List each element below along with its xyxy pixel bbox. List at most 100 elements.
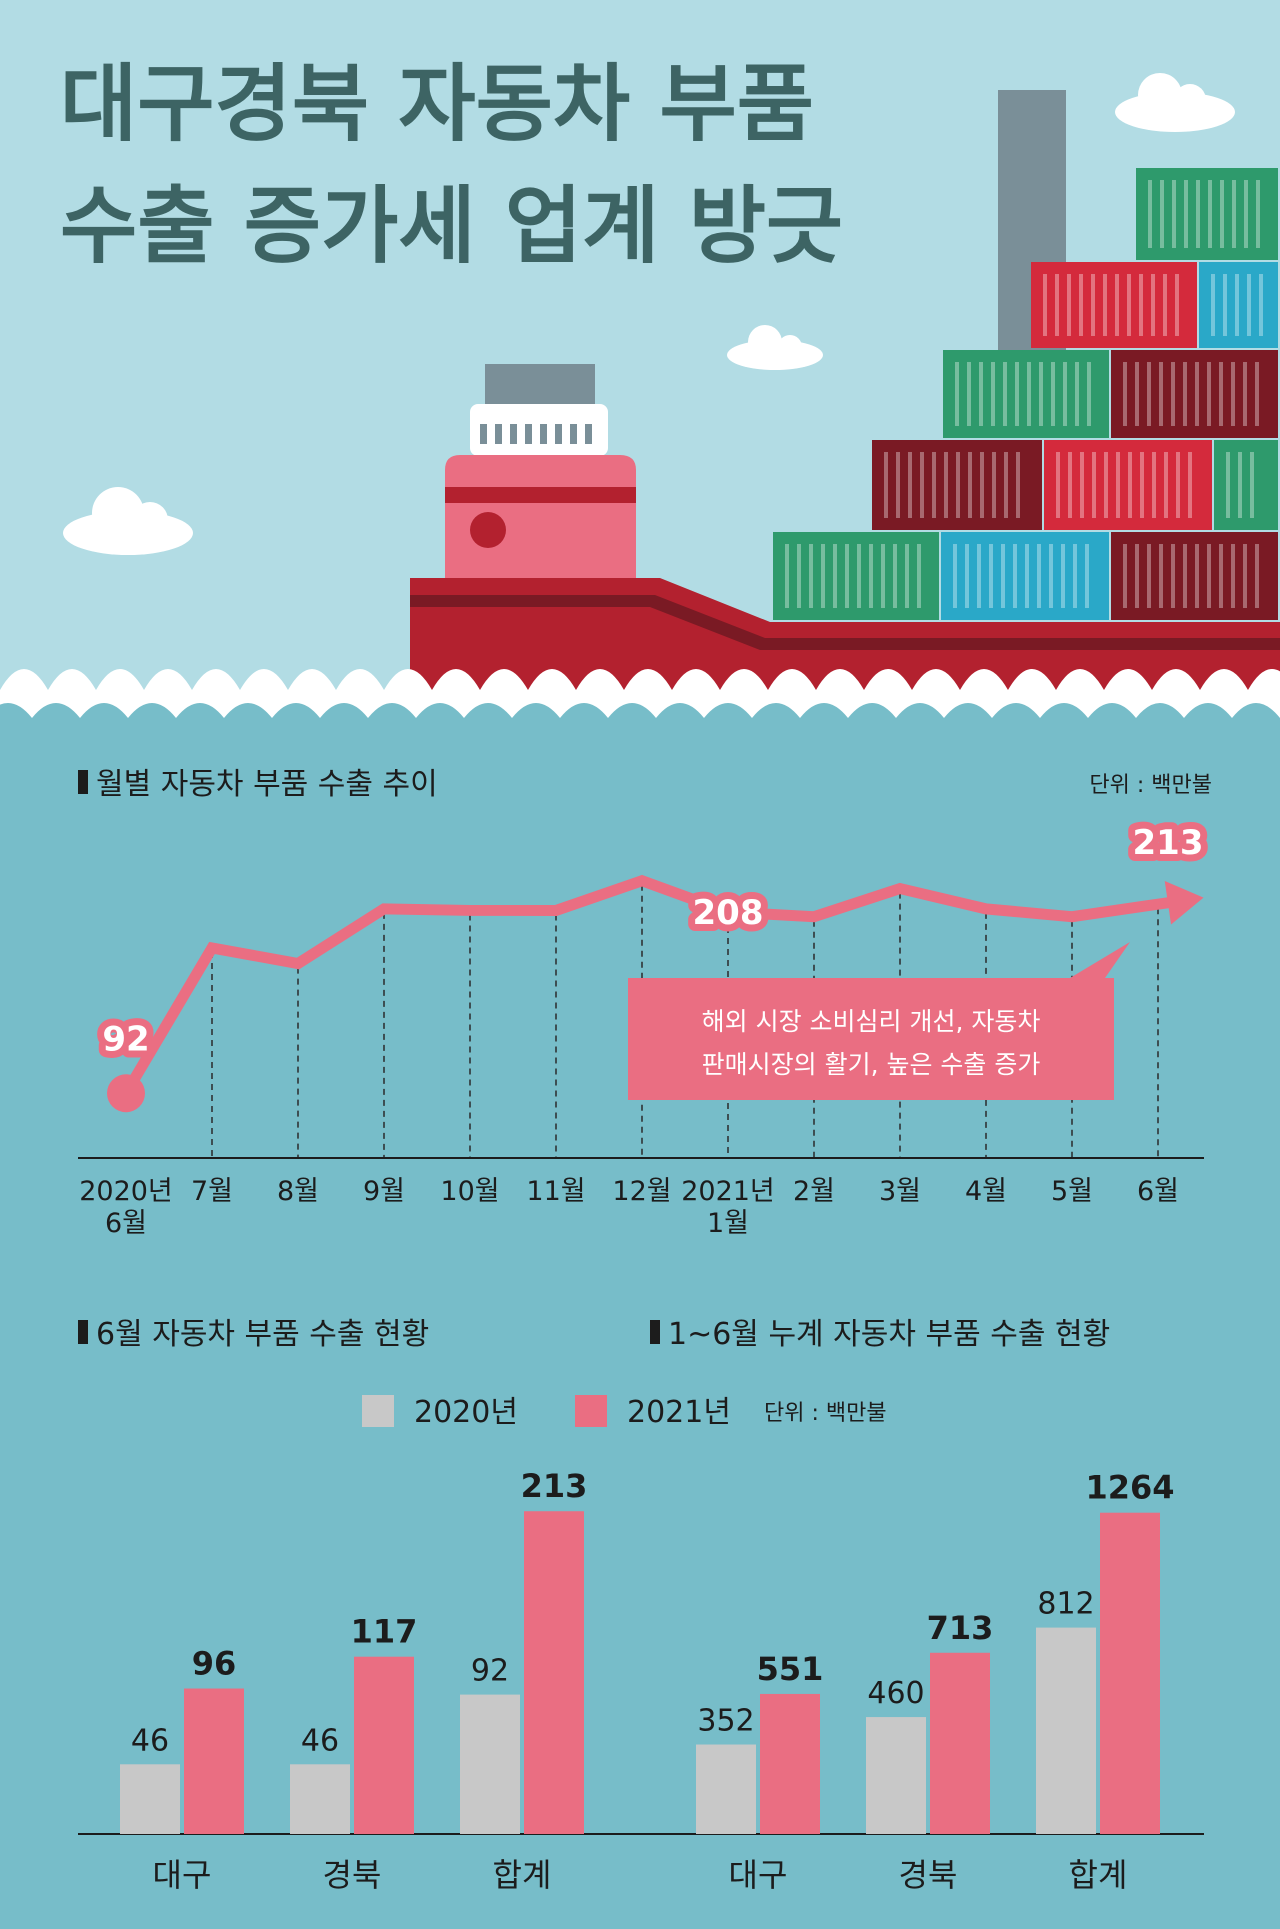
ship-hull [410, 578, 1280, 700]
bar-value-label: 713 [927, 1609, 994, 1647]
cloud-icon [727, 325, 823, 370]
data-label: 92 [102, 1019, 149, 1059]
legend-swatch-2021 [575, 1395, 607, 1427]
x-tick-label: 2021년 [681, 1176, 775, 1207]
x-tick-label: 11월 [526, 1176, 585, 1207]
shipping-container [1031, 262, 1197, 348]
shipping-container [943, 350, 1109, 438]
bar [1036, 1627, 1096, 1834]
legend-label-2021: 2021년 [627, 1395, 731, 1430]
bar [354, 1656, 414, 1834]
bar [524, 1511, 584, 1834]
annotation-line-1: 해외 시장 소비심리 개선, 자동차 [702, 1007, 1041, 1036]
x-tick-label: 2020년 [79, 1176, 173, 1207]
cloud-icon [63, 487, 193, 555]
shipping-container [1214, 440, 1278, 530]
x-tick-label: 7월 [191, 1176, 233, 1207]
bar [930, 1652, 990, 1834]
data-point [297, 962, 299, 965]
x-tick-label: 10월 [440, 1176, 499, 1207]
data-point [469, 909, 471, 912]
x-tick-label: 4월 [965, 1176, 1007, 1207]
legend-unit: 단위 : 백만불 [764, 1401, 887, 1426]
bar-value-label: 352 [697, 1704, 754, 1739]
category-label: 대구 [729, 1856, 788, 1894]
wave-border [0, 669, 1280, 718]
category-label: 합계 [493, 1856, 552, 1894]
x-tick-label: 6월 [105, 1208, 147, 1239]
cloud-icon [1115, 73, 1235, 132]
bar-value-label: 46 [131, 1723, 169, 1758]
container-stack [773, 168, 1278, 620]
x-tick-label: 1월 [707, 1208, 749, 1239]
title-line-2: 수출 증가세 업계 방긋 [60, 177, 843, 275]
bar-chart-2-title: 1~6월 누계 자동차 부품 수출 현황 [668, 1317, 1110, 1352]
annotation-box: 해외 시장 소비심리 개선, 자동차 판매시장의 활기, 높은 수출 증가 [628, 942, 1130, 1100]
data-point [107, 1074, 145, 1113]
bar [760, 1693, 820, 1834]
ship-bridge [445, 364, 636, 580]
data-point [899, 887, 901, 890]
bar-value-label: 96 [192, 1645, 237, 1683]
x-tick-label: 12월 [612, 1176, 671, 1207]
bar [120, 1764, 180, 1834]
shipping-container [1199, 262, 1278, 348]
bar-value-label: 92 [471, 1654, 509, 1689]
line-chart-title: 월별 자동차 부품 수출 추이 [96, 767, 438, 802]
bar-value-label: 812 [1037, 1587, 1094, 1622]
section-marker [78, 1320, 88, 1344]
shipping-container [1044, 440, 1212, 530]
x-tick-label: 3월 [879, 1176, 921, 1207]
shipping-container [1111, 532, 1278, 620]
bar [1100, 1512, 1160, 1834]
data-label: 213 [1133, 823, 1204, 863]
title-line-1: 대구경북 자동차 부품 [60, 55, 814, 153]
x-tick-label: 5월 [1051, 1176, 1093, 1207]
annotation-line-2: 판매시장의 활기, 높은 수출 증가 [702, 1050, 1041, 1079]
legend-label-2020: 2020년 [414, 1395, 518, 1430]
bar [460, 1694, 520, 1834]
june-export-bar-chart: 46 96 대구 46 117 경북 92 213 합계 [120, 1467, 587, 1894]
line-chart-unit: 단위 : 백만불 [1089, 773, 1212, 798]
bar-value-label: 460 [867, 1676, 924, 1711]
arrow-head-icon [1164, 880, 1204, 925]
shipping-container [872, 440, 1042, 530]
bar-value-label: 117 [351, 1613, 418, 1651]
shipping-container [941, 532, 1109, 620]
data-point [555, 909, 557, 912]
x-tick-label: 2월 [793, 1176, 835, 1207]
bar [866, 1717, 926, 1834]
data-point [211, 946, 213, 949]
bar-value-label: 551 [757, 1650, 824, 1688]
data-point [727, 911, 729, 913]
shipping-container [1111, 350, 1278, 438]
x-tick-label: 8월 [277, 1176, 319, 1207]
data-point [1157, 903, 1159, 906]
legend: 2020년 2021년 단위 : 백만불 [362, 1395, 887, 1430]
x-tick-label: 9월 [363, 1176, 405, 1207]
bar [696, 1744, 756, 1834]
category-label: 경북 [899, 1856, 958, 1894]
data-point [641, 879, 643, 882]
bar-value-label: 46 [301, 1723, 339, 1758]
shipping-container [773, 532, 939, 620]
data-point [985, 907, 987, 910]
series-line [121, 874, 1195, 1097]
data-point [1071, 915, 1073, 918]
bar-value-label: 1264 [1085, 1469, 1174, 1507]
legend-swatch-2020 [362, 1395, 394, 1427]
category-label: 경북 [323, 1856, 382, 1894]
bar-value-label: 213 [521, 1467, 588, 1505]
section-marker [650, 1320, 660, 1344]
shipping-container [1136, 168, 1278, 260]
data-point [383, 907, 385, 910]
bar-chart-1-title: 6월 자동차 부품 수출 현황 [96, 1317, 429, 1352]
category-label: 합계 [1069, 1856, 1128, 1894]
bar [184, 1688, 244, 1834]
section-marker [78, 770, 88, 794]
x-tick-label: 6월 [1137, 1176, 1179, 1207]
category-label: 대구 [153, 1856, 212, 1894]
